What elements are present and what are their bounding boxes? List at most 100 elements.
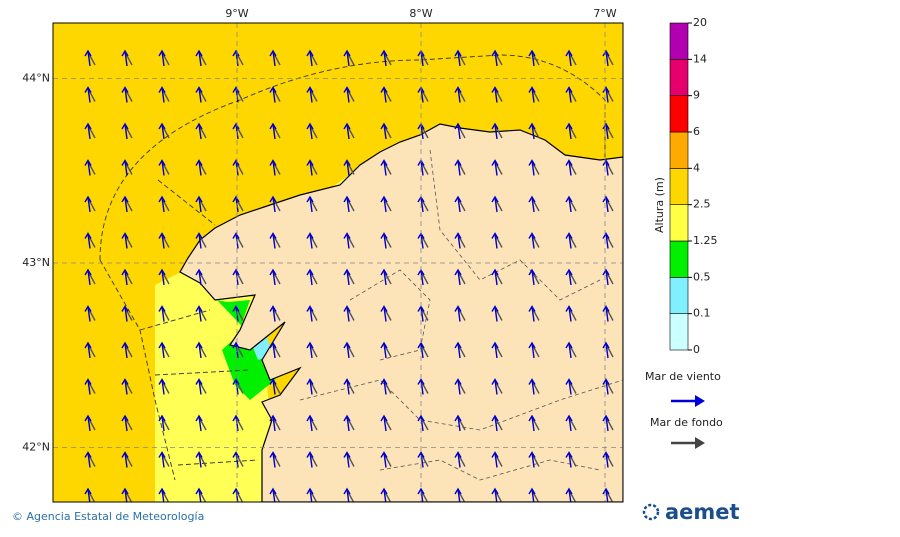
wind-arrow xyxy=(454,414,462,432)
wind-arrow xyxy=(528,195,536,213)
wind-arrow xyxy=(454,268,462,286)
wind-arrow xyxy=(195,268,203,286)
wind-arrow xyxy=(491,378,499,395)
wind-arrow xyxy=(565,378,573,395)
wind-arrow xyxy=(159,526,165,534)
colorbar-tick-label: 4 xyxy=(693,161,700,174)
colorbar-tick-label: 1.25 xyxy=(693,234,718,247)
wind-arrow xyxy=(158,414,166,432)
wind-arrow xyxy=(233,526,239,534)
wind-arrow xyxy=(121,268,129,286)
swell-arrow xyxy=(421,527,428,534)
wind-arrow xyxy=(84,414,92,432)
wind-arrow xyxy=(195,195,203,213)
wind-arrow xyxy=(121,49,129,67)
wind-arrow xyxy=(565,159,573,176)
wind-arrow xyxy=(381,526,387,534)
colorbar-band xyxy=(669,22,689,60)
colorbar-band xyxy=(669,240,689,278)
wind-arrow xyxy=(603,526,609,534)
wind-arrow xyxy=(565,451,573,468)
wind-arrow xyxy=(306,86,314,103)
wind-arrow xyxy=(84,122,92,140)
wind-arrow xyxy=(269,49,277,67)
wind-arrow xyxy=(195,451,203,468)
wind-arrow xyxy=(343,451,351,468)
wind-arrow xyxy=(269,414,277,432)
wind-arrow xyxy=(269,341,277,359)
lon-label: 7°W xyxy=(593,7,616,20)
wind-arrow xyxy=(491,451,499,468)
colorbar-tick-label: 6 xyxy=(693,125,700,138)
wind-arrow xyxy=(491,414,499,432)
wind-arrow xyxy=(491,195,499,213)
wind-arrow xyxy=(528,341,536,359)
wind-arrow xyxy=(84,49,92,67)
swell-arrow xyxy=(88,527,95,534)
wind-arrow xyxy=(565,305,573,322)
wind-arrow xyxy=(269,86,277,103)
wind-arrow xyxy=(455,526,461,534)
wind-arrow xyxy=(380,414,388,432)
wind-arrow xyxy=(565,414,573,432)
wind-arrow xyxy=(380,268,388,286)
wind-arrow xyxy=(602,378,610,395)
wind-arrow xyxy=(269,195,277,213)
colorbar-band xyxy=(669,131,689,169)
wind-arrow xyxy=(84,195,92,213)
axis-labels: 9°W 8°W 7°W 44°N 43°N 42°N xyxy=(22,7,617,454)
swell-arrow xyxy=(273,527,280,534)
wind-arrow xyxy=(454,305,462,322)
wind-arrow xyxy=(343,305,351,322)
wind-arrow xyxy=(306,232,314,249)
wind-arrow xyxy=(343,232,351,249)
wind-arrow xyxy=(232,49,240,67)
wind-arrow xyxy=(602,49,610,67)
borders xyxy=(299,149,623,481)
credit: © Agencia Estatal de Meteorología xyxy=(12,510,204,523)
wind-arrow xyxy=(454,232,462,249)
colorbar-band xyxy=(669,204,689,242)
wind-arrow xyxy=(602,305,610,322)
wind-arrow xyxy=(602,122,610,140)
wind-arrow xyxy=(528,232,536,249)
wind-arrow xyxy=(491,232,499,249)
wind-arrow xyxy=(195,414,203,432)
wind-arrow xyxy=(306,305,314,322)
zone-limits xyxy=(99,54,606,481)
wind-arrow xyxy=(380,195,388,213)
wind-arrow xyxy=(343,122,351,140)
lat-label: 43°N xyxy=(22,256,50,269)
legend-label: Mar de viento xyxy=(645,370,721,383)
wind-arrow xyxy=(158,341,166,359)
wind-arrow xyxy=(454,195,462,213)
wind-arrow xyxy=(343,268,351,286)
wind-arrow xyxy=(84,86,92,103)
wind-arrow xyxy=(84,341,92,359)
wind-arrow xyxy=(528,451,536,468)
wind-arrow xyxy=(306,159,314,176)
swell-arrow xyxy=(384,527,391,534)
swell-arrow xyxy=(125,527,132,534)
colorbar-tick-label: 9 xyxy=(693,89,700,102)
wind-arrow xyxy=(195,341,203,359)
colorbar-tick-label: 14 xyxy=(693,52,707,65)
wind-arrow xyxy=(269,232,277,249)
wind-arrow xyxy=(196,526,202,534)
wind-arrow xyxy=(602,232,610,249)
wind-arrow xyxy=(380,378,388,395)
wind-arrow xyxy=(454,122,462,140)
wind-arrow xyxy=(306,378,314,395)
wind-arrow xyxy=(195,122,203,140)
wind-arrow xyxy=(195,86,203,103)
wind-arrow xyxy=(343,49,351,67)
wind-arrow xyxy=(417,414,425,432)
swell-arrow xyxy=(495,527,502,534)
wind-arrow xyxy=(566,526,572,534)
wind-arrow xyxy=(306,195,314,213)
wind-arrow xyxy=(269,378,277,395)
wind-arrow xyxy=(343,159,351,176)
wind-arrow xyxy=(306,122,314,140)
wind-arrow xyxy=(158,86,166,103)
